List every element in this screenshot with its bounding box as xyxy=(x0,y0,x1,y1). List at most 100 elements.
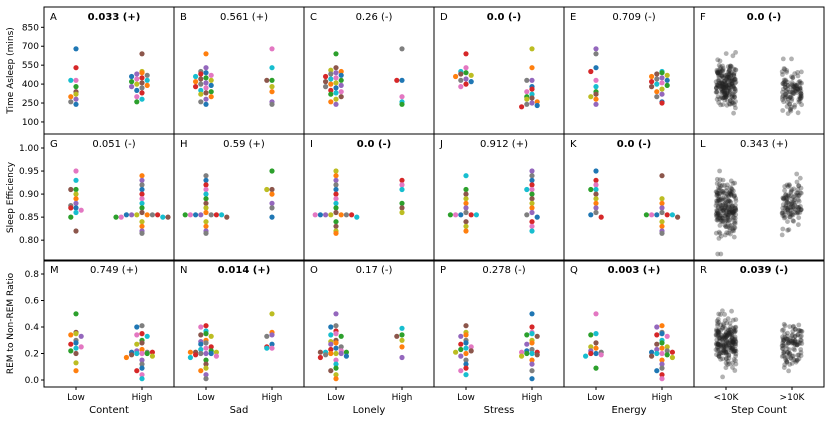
strip-point xyxy=(782,335,788,340)
strip-point xyxy=(789,74,794,80)
strip-point xyxy=(714,89,720,95)
strip-point xyxy=(719,73,725,79)
strip-point xyxy=(729,64,734,69)
strip-point xyxy=(790,90,796,96)
strip-point xyxy=(724,90,730,96)
data-point xyxy=(139,75,145,81)
strip-point xyxy=(781,338,787,343)
strip-point xyxy=(779,69,785,75)
panel-stat: 0.033 (+) xyxy=(88,12,141,23)
strip-point xyxy=(715,341,720,347)
strip-point xyxy=(715,94,721,99)
data-point xyxy=(219,212,225,218)
strip-point xyxy=(726,82,732,88)
strip-point xyxy=(715,82,721,88)
y-tick-label: 400 xyxy=(22,80,39,90)
strip-point xyxy=(715,191,720,196)
strip-point xyxy=(724,217,729,223)
strip-point xyxy=(782,355,788,361)
strip-point xyxy=(721,85,727,90)
data-point xyxy=(73,101,79,107)
strip-point xyxy=(724,76,729,82)
strip-point xyxy=(731,349,737,355)
panel-letter: N xyxy=(180,265,187,276)
strip-point xyxy=(791,84,797,90)
strip-point xyxy=(729,192,734,198)
strip-point xyxy=(728,78,734,84)
strip-point xyxy=(720,63,725,69)
strip-point xyxy=(721,190,727,196)
data-point xyxy=(338,68,344,75)
panel-frame xyxy=(43,6,175,135)
strip-point xyxy=(733,105,738,111)
strip-point xyxy=(799,329,805,334)
data-point xyxy=(659,350,665,357)
data-point xyxy=(534,214,540,220)
strip-point xyxy=(719,68,725,74)
strip-point xyxy=(720,67,726,73)
panel-frame xyxy=(303,133,435,262)
strip-point xyxy=(721,335,727,341)
data-point xyxy=(349,212,355,218)
strip-point xyxy=(784,90,790,95)
strip-point xyxy=(728,191,734,197)
strip-point xyxy=(730,210,736,215)
strip-point xyxy=(713,203,719,209)
data-point xyxy=(399,77,405,83)
strip-point xyxy=(731,70,737,76)
strip-point xyxy=(728,200,734,206)
strip-point xyxy=(729,222,735,228)
strip-point xyxy=(725,214,731,220)
strip-point xyxy=(798,190,804,196)
data-point xyxy=(333,219,339,225)
strip-point xyxy=(715,322,720,328)
data-point xyxy=(534,102,540,109)
strip-point xyxy=(785,206,790,211)
strip-point xyxy=(784,69,789,75)
strip-point xyxy=(722,183,727,188)
data-point xyxy=(139,96,145,102)
strip-point xyxy=(728,63,733,69)
data-point xyxy=(269,205,275,211)
data-point xyxy=(659,75,665,81)
data-point xyxy=(203,361,209,367)
strip-point xyxy=(791,186,797,192)
strip-point xyxy=(718,327,724,333)
strip-point xyxy=(718,350,724,356)
strip-point xyxy=(729,190,735,195)
strip-point xyxy=(729,333,735,339)
strip-point xyxy=(783,202,789,208)
data-point xyxy=(463,51,469,57)
data-point xyxy=(328,332,334,338)
strip-point xyxy=(731,83,737,89)
y-tick-label: 100 xyxy=(22,118,39,128)
strip-point xyxy=(715,321,721,326)
data-point xyxy=(659,70,665,76)
strip-point xyxy=(781,342,787,348)
strip-point xyxy=(723,365,729,371)
data-point xyxy=(529,196,535,202)
strip-point xyxy=(790,87,796,92)
strip-point xyxy=(724,218,730,224)
strip-point xyxy=(783,195,789,201)
data-point xyxy=(134,332,140,338)
data-point xyxy=(203,65,209,71)
strip-point xyxy=(729,209,735,215)
strip-point xyxy=(726,71,732,77)
strip-point xyxy=(729,70,734,76)
strip-point xyxy=(723,349,729,355)
strip-point xyxy=(728,331,734,337)
data-point xyxy=(333,186,339,193)
strip-point xyxy=(786,182,792,188)
data-point xyxy=(333,323,339,329)
strip-point xyxy=(780,213,786,219)
strip-point xyxy=(716,100,722,105)
data-point xyxy=(588,68,594,75)
data-point xyxy=(463,350,469,357)
strip-point xyxy=(723,73,729,79)
data-point xyxy=(68,77,74,83)
strip-point xyxy=(721,342,727,348)
strip-point xyxy=(719,80,724,85)
data-point xyxy=(317,354,323,361)
strip-point xyxy=(721,85,727,90)
